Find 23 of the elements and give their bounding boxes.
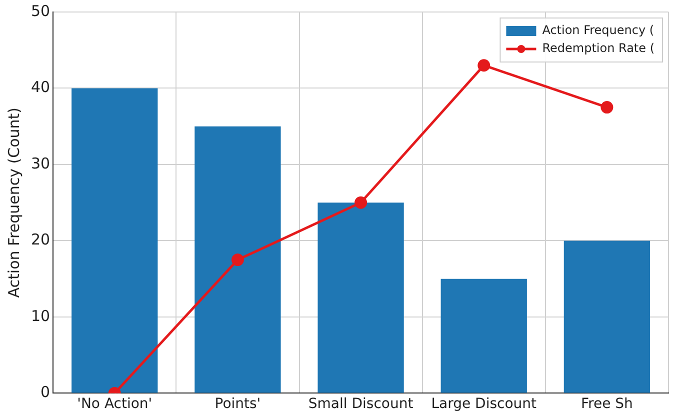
- point: [600, 101, 614, 114]
- y-tick-label: 20: [30, 230, 50, 249]
- x-tick-label: Small Discount: [308, 396, 414, 412]
- bar: [194, 126, 281, 393]
- y-tick-label: 10: [30, 306, 50, 325]
- y-tick-label: 50: [30, 2, 50, 20]
- x-tick-label: Large Discount: [431, 396, 538, 412]
- legend-label: Redemption Rate (: [542, 41, 655, 56]
- y-axis-title: Action Frequency (Count): [4, 107, 23, 298]
- y-tick-label: 0: [40, 383, 50, 402]
- legend-label: Action Frequency (: [542, 23, 654, 38]
- point: [354, 196, 368, 209]
- y-tick-label: 30: [30, 154, 50, 172]
- y-tick-label: 40: [30, 78, 50, 96]
- x-tick-label: 'No Action': [77, 396, 152, 412]
- bar: [564, 240, 650, 393]
- bar: [72, 88, 158, 393]
- point: [478, 59, 490, 72]
- bar: [440, 278, 527, 393]
- x-tick-label: Free Sh: [581, 396, 633, 412]
- x-tick-label: Points': [214, 396, 261, 412]
- point: [231, 254, 244, 266]
- bar: [318, 202, 404, 393]
